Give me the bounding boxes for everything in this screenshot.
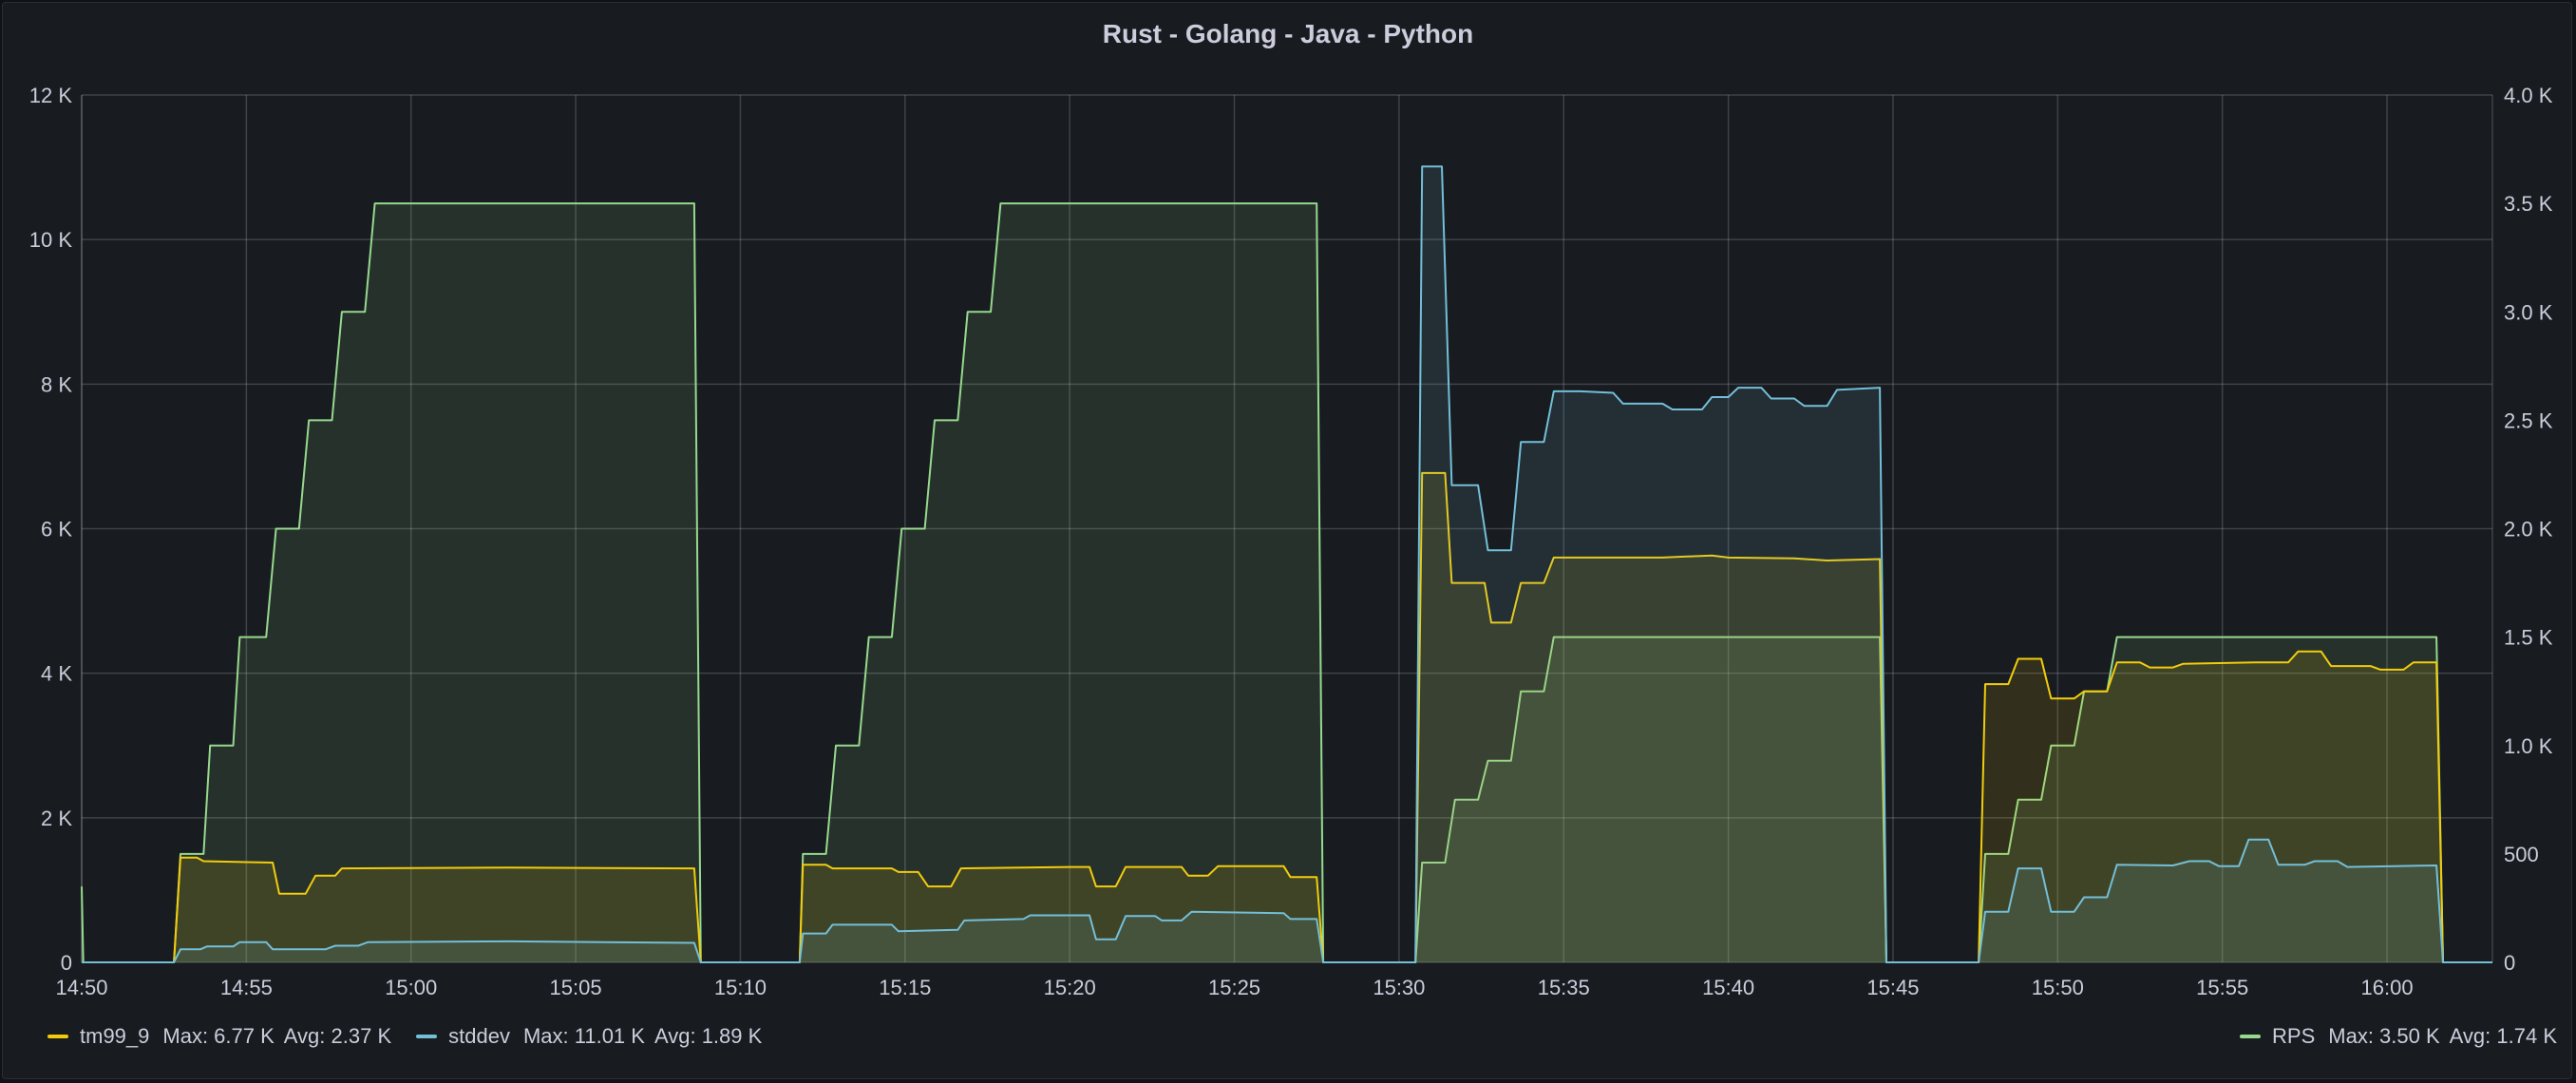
x-axis: 14:50 14:55 15:00 15:05 15:10 15:15 15:20 15:25… [55, 976, 2413, 999]
x-tick-label: 15:50 [2032, 976, 2084, 999]
series-layer [81, 165, 2492, 963]
legend-avg: Avg: 1.89 K [653, 1024, 763, 1048]
legend-avg: Avg: 1.74 K [2449, 1024, 2557, 1048]
series-line-stddev [82, 165, 2492, 963]
legend-max: Max: 11.01 K [522, 1024, 645, 1048]
x-tick-label: 15:55 [2196, 976, 2248, 999]
series-area-stddev [82, 166, 2492, 963]
panel-title[interactable]: Rust - Golang - Java - Python [1102, 19, 1474, 48]
y-left-tick-label: 12 K [29, 84, 73, 107]
legend-swatch-rps [2240, 1035, 2262, 1038]
legend-swatch-stddev [416, 1035, 438, 1038]
legend-item-tm99_9[interactable]: tm99_9 Max: 6.77 K Avg: 2.37 K [47, 1024, 391, 1049]
x-tick-label: 16:00 [2361, 976, 2414, 999]
legend-item-rps[interactable]: RPS Max: 3.50 K Avg: 1.74 K [2240, 1024, 2557, 1049]
x-tick-label: 15:20 [1044, 976, 1096, 999]
y-right-tick-label: 1.0 K [2504, 734, 2553, 758]
series-line-RPS [81, 202, 2492, 963]
y-right-tick-label: 0 [2504, 951, 2515, 975]
y-left-tick-label: 4 K [41, 662, 72, 686]
x-tick-label: 15:30 [1373, 976, 1425, 999]
y-left-tick-label: 10 K [29, 228, 73, 252]
legend-left: tm99_9 Max: 6.77 K Avg: 2.37 K stddev Ma… [47, 1024, 786, 1049]
legend-avg: Avg: 2.37 K [283, 1024, 392, 1048]
legend-label: RPS [2272, 1024, 2316, 1048]
x-tick-label: 15:40 [1702, 976, 1754, 999]
y-axis-left: 0 2 K 4 K 6 K 8 K 10 K 12 K [29, 84, 73, 975]
y-left-tick-label: 6 K [41, 518, 72, 542]
legend-label: tm99_9 [80, 1024, 150, 1048]
y-right-tick-label: 2.0 K [2504, 518, 2553, 542]
x-tick-label: 14:50 [55, 976, 107, 999]
legend-right: RPS Max: 3.50 K Avg: 1.74 K [2240, 1024, 2557, 1049]
grid-lines [81, 94, 2493, 963]
legend-item-stddev[interactable]: stddev Max: 11.01 K Avg: 1.89 K [416, 1024, 762, 1049]
legend-swatch-tm99_9 [47, 1035, 68, 1038]
x-tick-label: 15:10 [714, 976, 767, 999]
x-tick-label: 15:05 [550, 976, 602, 999]
y-right-tick-label: 3.5 K [2504, 192, 2553, 216]
y-left-tick-label: 2 K [41, 807, 72, 830]
legend-max: Max: 3.50 K [2328, 1024, 2440, 1048]
y-right-tick-label: 2.5 K [2504, 408, 2553, 432]
y-right-tick-label: 3.0 K [2504, 300, 2553, 324]
legend-max: Max: 6.77 K [162, 1024, 275, 1048]
series-area-RPS [82, 203, 2492, 963]
y-right-tick-label: 1.5 K [2504, 626, 2553, 650]
y-axis-right: 0 500 1.0 K 1.5 K 2.0 K 2.5 K 3.0 K 3.5 K 4.0 K [2504, 84, 2553, 975]
y-right-tick-label: 4.0 K [2504, 84, 2553, 107]
x-tick-label: 15:25 [1208, 976, 1260, 999]
x-tick-label: 15:45 [1866, 976, 1919, 999]
y-left-tick-label: 0 [61, 951, 72, 975]
x-tick-label: 14:55 [220, 976, 273, 999]
y-left-tick-label: 8 K [41, 372, 72, 396]
x-tick-label: 15:35 [1538, 976, 1590, 999]
y-right-tick-label: 500 [2504, 843, 2539, 866]
series-area-tm99_9 [82, 472, 2492, 962]
x-tick-label: 15:15 [879, 976, 931, 999]
legend-label: stddev [448, 1024, 510, 1048]
x-tick-label: 15:00 [385, 976, 437, 999]
